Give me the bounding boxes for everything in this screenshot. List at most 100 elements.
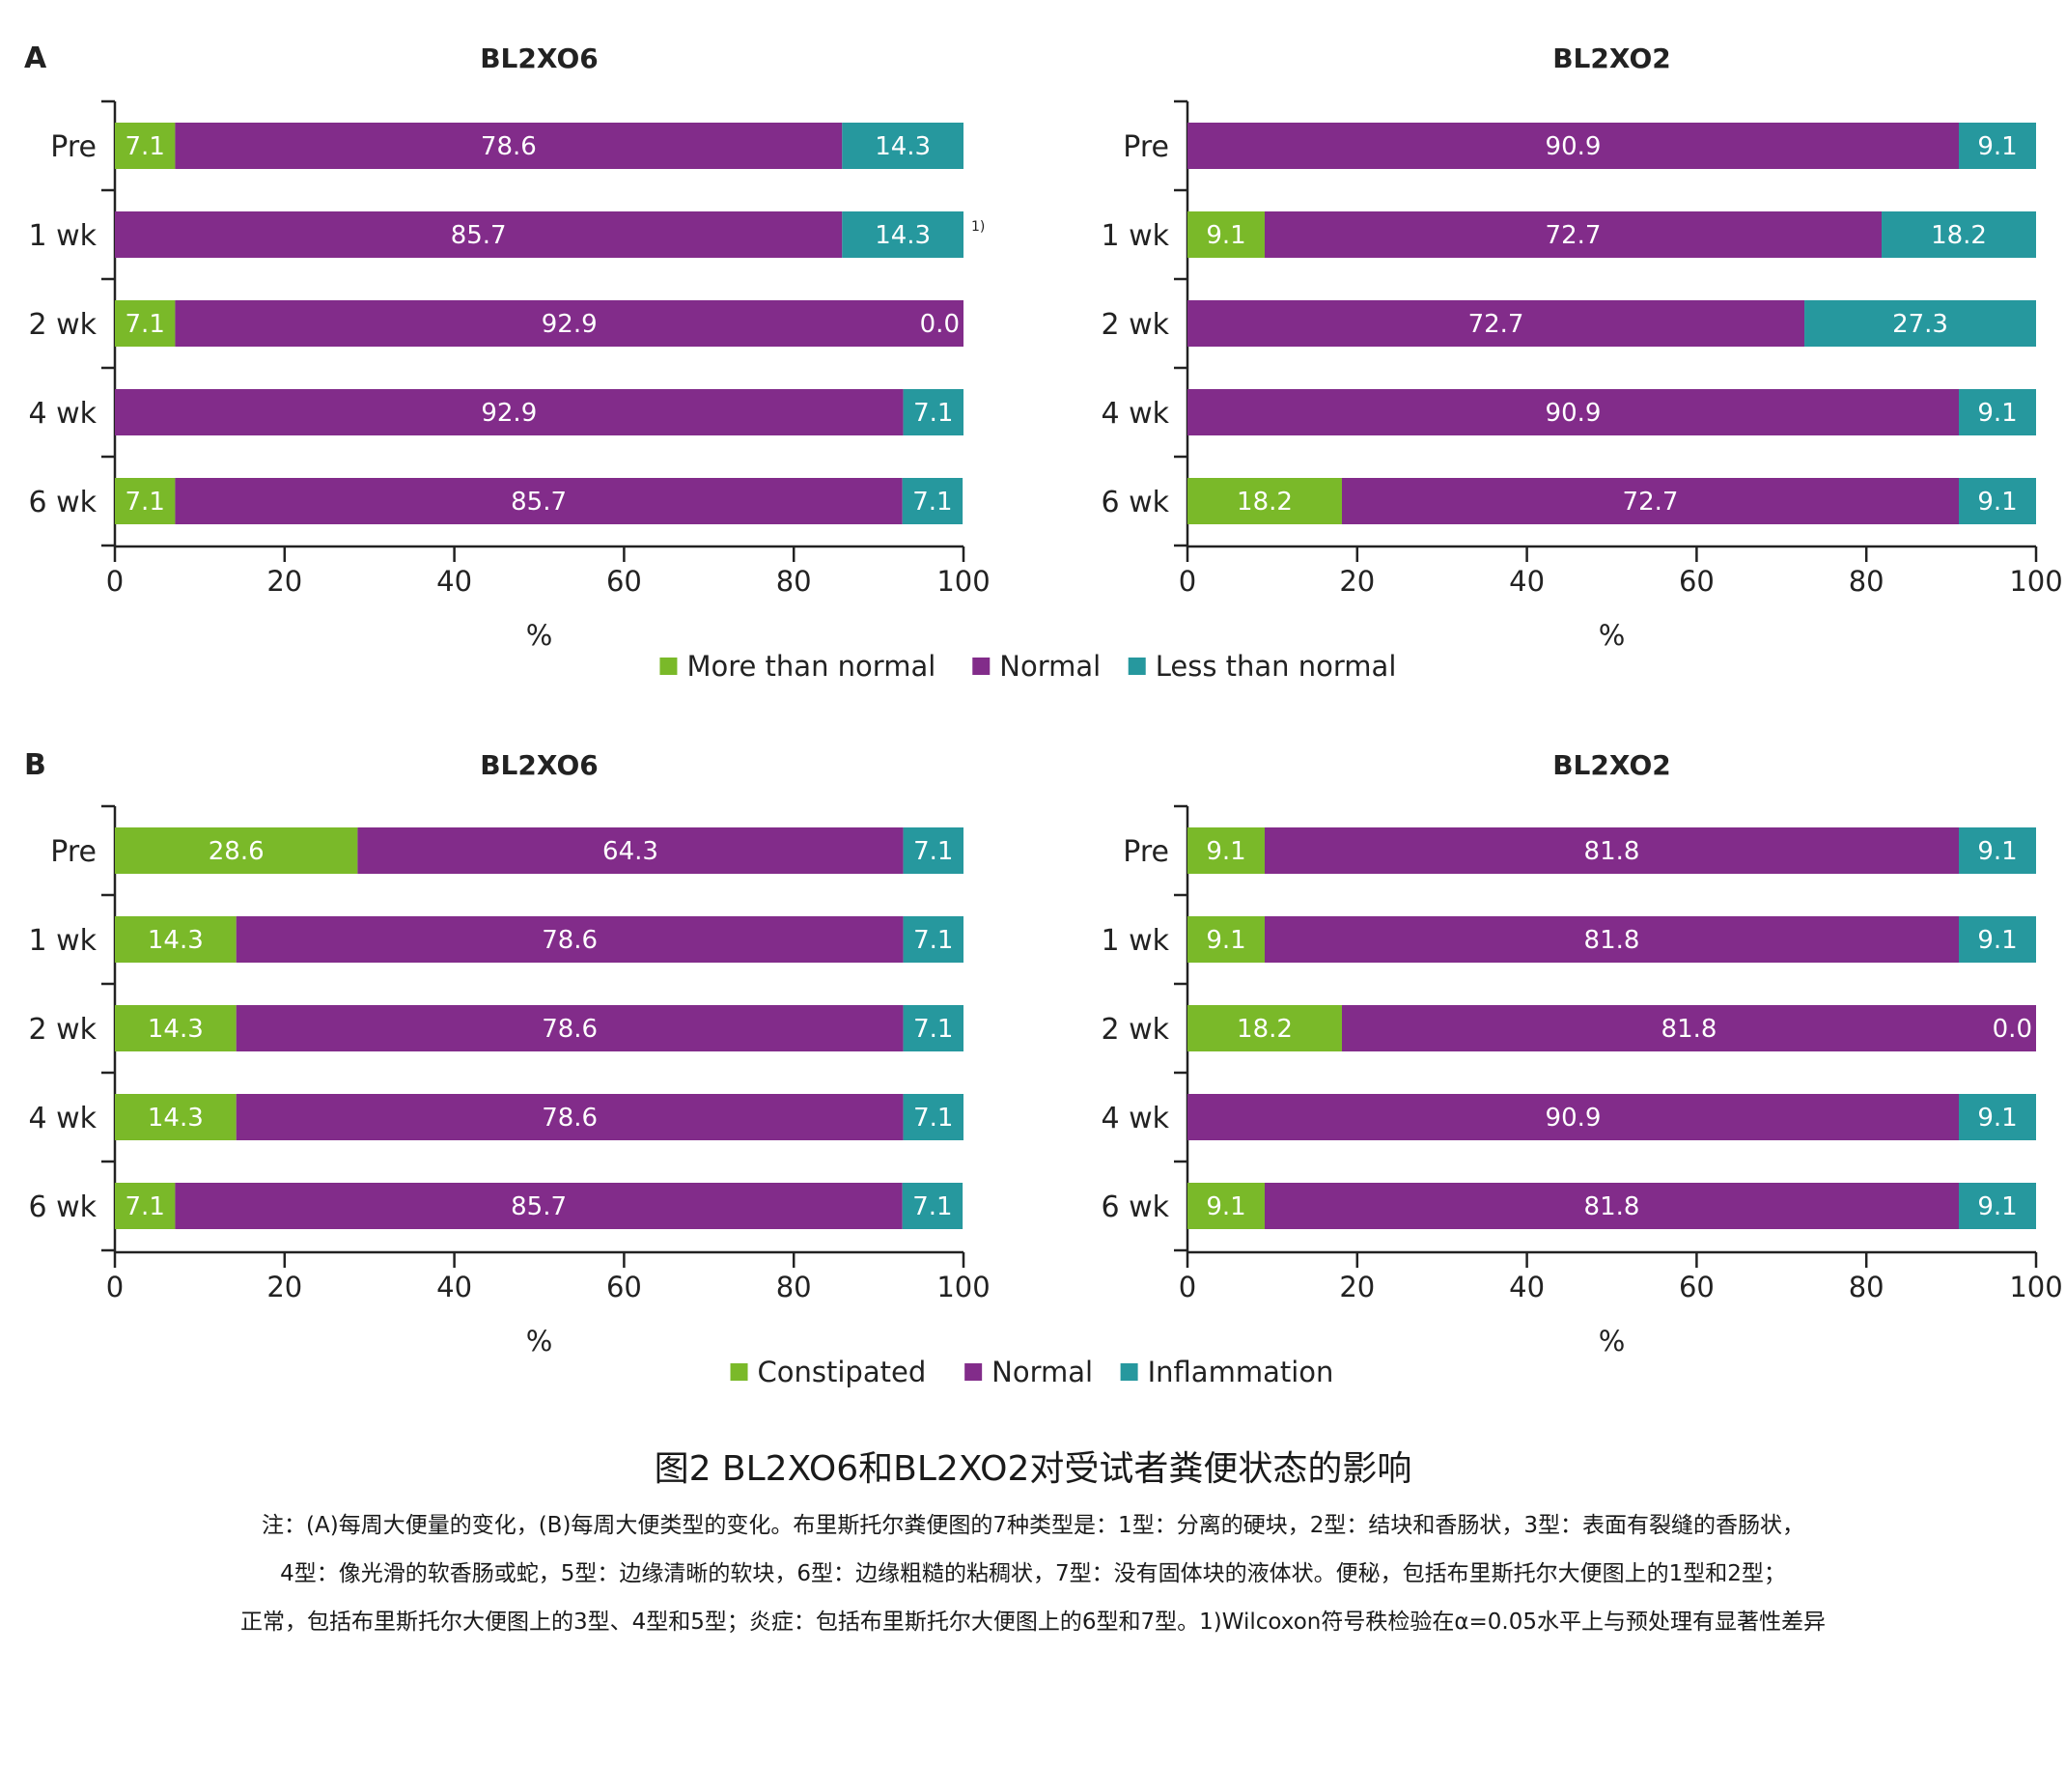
chart4-bar-constipated [1187, 1005, 1342, 1051]
chart1-data-label: 85.7 [511, 488, 567, 517]
chart4-data-label: 81.8 [1661, 1015, 1717, 1044]
legend1-swatch-normal [972, 658, 991, 675]
chart4-data-label: 9.1 [1206, 1192, 1245, 1221]
chart1-data-label: 92.9 [542, 310, 598, 339]
chart3-data-label: 7.1 [912, 1192, 952, 1221]
chart1-category-label: Pre [50, 130, 97, 164]
chart4-bar-inflammation [1959, 916, 2036, 963]
chart1-data-label: 0.0 [920, 310, 960, 339]
chart2-category-label: Pre [1123, 130, 1169, 164]
legend2-label-normal: Normal [991, 1356, 1093, 1388]
chart4-data-label: 81.8 [1584, 926, 1640, 955]
chart4-bar-normal [1264, 916, 1960, 963]
chart1-data-label: 14.3 [875, 221, 931, 250]
chart2-category-label: 6 wk [1101, 486, 1169, 519]
chart2-data-label: 18.2 [1237, 488, 1293, 517]
chart4-x-tick-label: 60 [1679, 1271, 1715, 1303]
chart4-x-tick-label: 0 [1179, 1271, 1196, 1303]
chart3-x-tick-label: 100 [936, 1271, 990, 1303]
legend1-swatch-more-than-normal [659, 658, 678, 675]
chart3-category-label: 4 wk [28, 1102, 97, 1135]
chart3-x-tick-label: 0 [106, 1271, 124, 1303]
chart2-bar-more-than-normal [1187, 211, 1265, 258]
legend2-swatch-inflammation [1120, 1363, 1138, 1381]
chart3-x-tick-label: 40 [436, 1271, 472, 1303]
chart3-category-label: 6 wk [28, 1190, 97, 1224]
chart2-data-label: 18.2 [1931, 221, 1987, 250]
chart2-x-tick-label: 20 [1339, 565, 1375, 598]
chart2-category-label: 2 wk [1101, 308, 1169, 342]
chart3-x-axis-label: % [526, 1325, 553, 1358]
chart3-data-label: 7.1 [913, 837, 953, 866]
chart3-bar-constipated [115, 1005, 237, 1051]
chart2-bar-normal [1187, 389, 1960, 435]
chart1-panel-label: A [24, 42, 47, 75]
chart4-bar-normal [1264, 1183, 1960, 1229]
chart1-x-tick-label: 20 [266, 565, 302, 598]
chart2-x-tick-label: 0 [1179, 565, 1196, 598]
chart3-bar-normal [357, 827, 904, 874]
chart1-data-label: 85.7 [451, 221, 507, 250]
chart2-data-label: 27.3 [1892, 310, 1948, 339]
chart3-data-label: 28.6 [209, 837, 265, 866]
chart3-data-label: 7.1 [126, 1192, 165, 1221]
chart1-x-axis-label: % [526, 619, 553, 652]
chart4-data-label: 81.8 [1584, 1192, 1640, 1221]
chart3-data-label: 64.3 [602, 837, 658, 866]
chart3-bar-inflammation [903, 1094, 963, 1140]
chart4-x-tick-label: 20 [1339, 1271, 1375, 1303]
chart1-data-label: 7.1 [126, 488, 165, 517]
chart2-data-label: 72.7 [1468, 310, 1524, 339]
chart4-data-label: 0.0 [1993, 1015, 2032, 1044]
legend2-swatch-normal [964, 1363, 983, 1381]
chart1-data-label: 7.1 [126, 310, 165, 339]
chart1-title: BL2XO6 [480, 42, 599, 74]
chart3-bar-normal [236, 916, 904, 963]
chart1-data-label: 7.1 [126, 132, 165, 161]
chart3-data-label: 14.3 [148, 926, 204, 955]
chart4-data-label: 9.1 [1977, 1192, 2017, 1221]
chart1-significance-note: 1) [971, 219, 985, 235]
chart4-data-label: 9.1 [1977, 1104, 2017, 1133]
legend2-swatch-constipated [730, 1363, 748, 1381]
chart1-category-label: 4 wk [28, 397, 97, 431]
chart1-bar-normal [115, 211, 843, 258]
legend1-swatch-less-than-normal [1128, 658, 1146, 675]
chart4-bar-inflammation [1959, 1183, 2036, 1229]
chart3-bar-constipated [115, 1183, 176, 1229]
chart2-x-tick-label: 80 [1849, 565, 1885, 598]
chart4-bar-constipated [1187, 1183, 1265, 1229]
chart4-bar-normal [1341, 1005, 2036, 1051]
chart2-data-label: 9.1 [1977, 399, 2017, 428]
chart1-bar-less-than-normal [903, 389, 963, 435]
chart3-data-label: 14.3 [148, 1104, 204, 1133]
chart4-data-label: 9.1 [1206, 837, 1245, 866]
chart1-x-tick-label: 40 [436, 565, 472, 598]
chart3-panel-label: B [24, 748, 46, 782]
chart4-data-label: 18.2 [1237, 1015, 1293, 1044]
chart3-bar-normal [175, 1183, 903, 1229]
chart4-category-label: 1 wk [1101, 924, 1169, 958]
chart2-x-tick-label: 40 [1509, 565, 1545, 598]
chart4-bar-normal [1187, 1094, 1960, 1140]
chart3-data-label: 78.6 [542, 1015, 598, 1044]
chart2-bar-normal [1187, 300, 1805, 347]
chart2-data-label: 9.1 [1206, 221, 1245, 250]
chart4-data-label: 9.1 [1977, 837, 2017, 866]
chart2-category-label: 1 wk [1101, 219, 1169, 253]
figure-note-line-2: 4型：像光滑的软香肠或蛇，5型：边缘清晰的软块，6型：边缘粗糙的粘稠状，7型：没… [280, 1561, 1786, 1586]
chart4-x-tick-label: 80 [1849, 1271, 1885, 1303]
chart3-data-label: 78.6 [542, 926, 598, 955]
chart3-x-tick-label: 80 [776, 1271, 812, 1303]
chart2-bar-less-than-normal [1959, 389, 2036, 435]
legend2-label-inflammation: Inflammation [1148, 1356, 1334, 1388]
chart1-data-label: 14.3 [875, 132, 931, 161]
chart3-bar-normal [236, 1094, 904, 1140]
chart1-data-label: 7.1 [913, 399, 953, 428]
chart1-category-label: 6 wk [28, 486, 97, 519]
chart3-bar-constipated [115, 916, 237, 963]
chart1-bar-normal [175, 123, 843, 169]
chart2-title: BL2XO2 [1552, 42, 1671, 74]
chart4-category-label: Pre [1123, 835, 1169, 869]
chart4-category-label: 2 wk [1101, 1013, 1169, 1047]
